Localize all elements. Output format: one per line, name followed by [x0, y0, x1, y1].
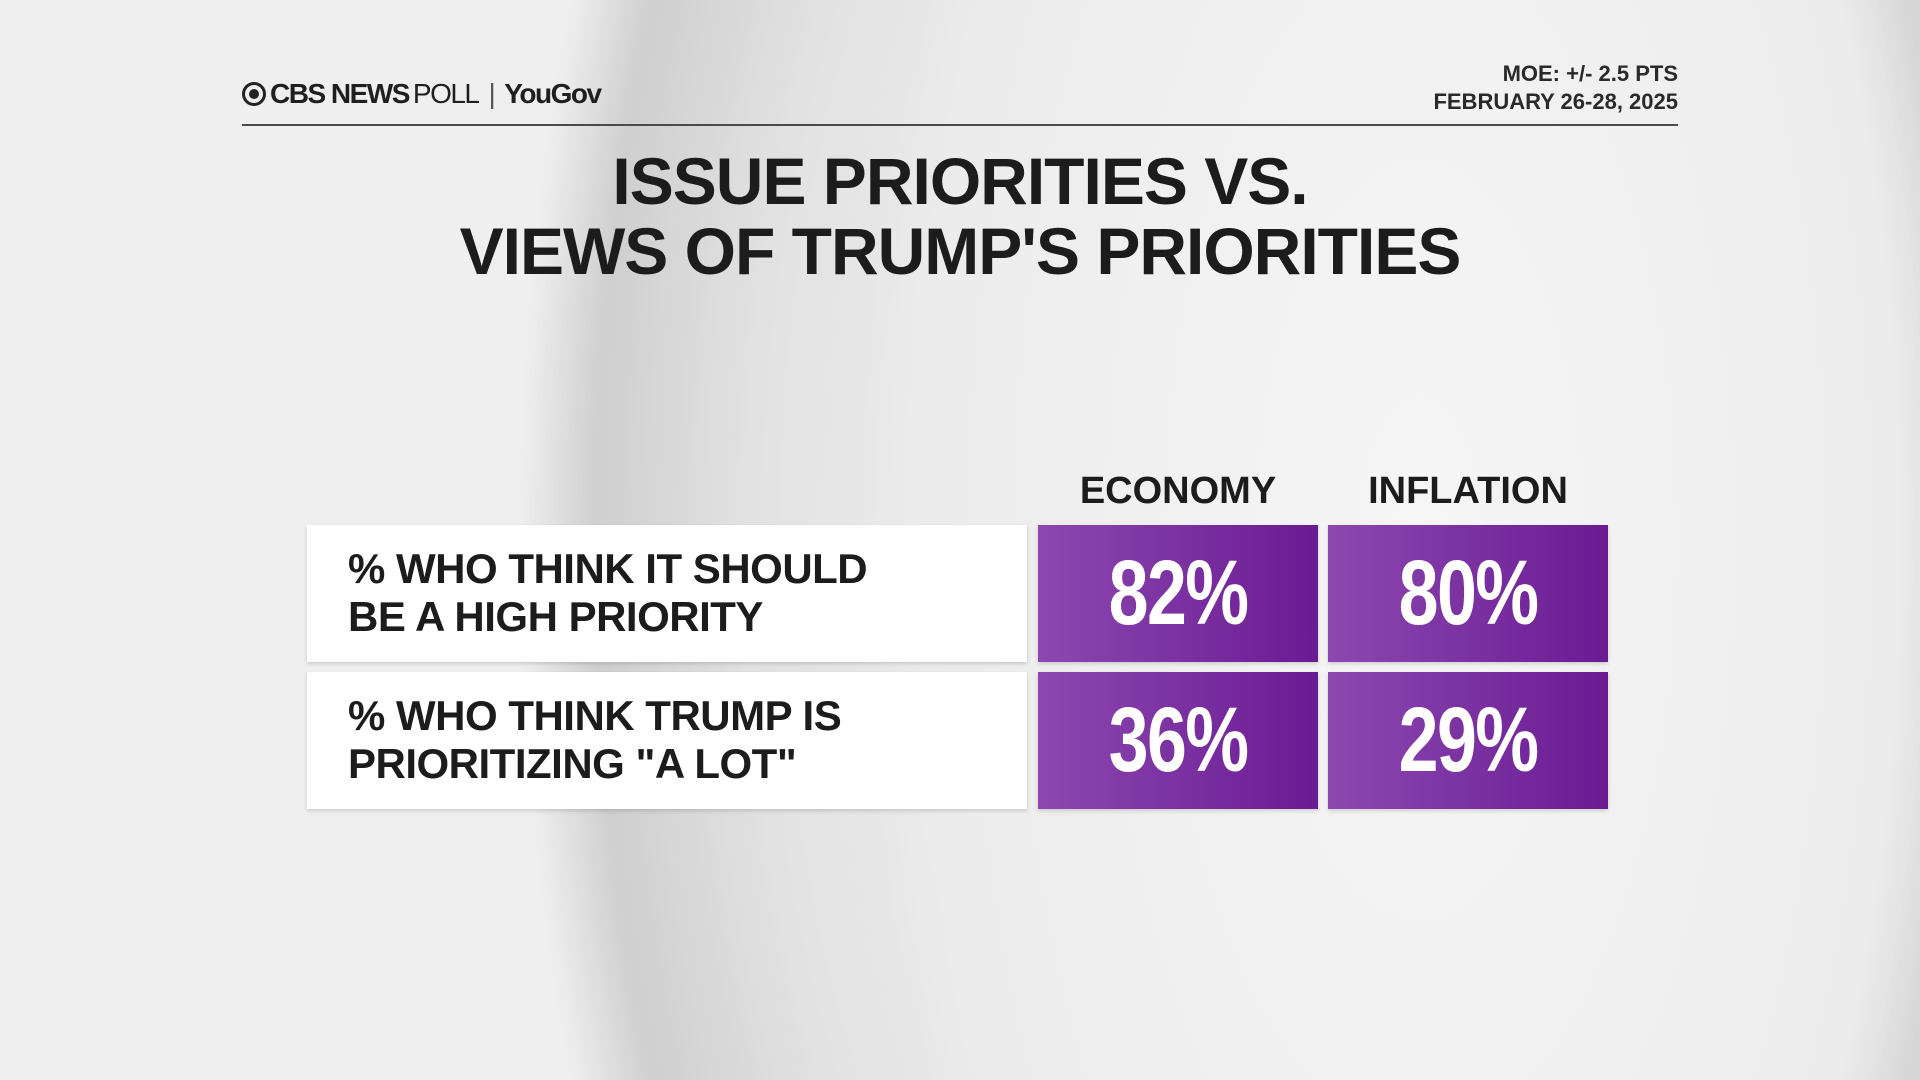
title-line-2: VIEWS OF TRUMP'S PRIORITIES [459, 214, 1462, 288]
partner-logo: YouGov [504, 78, 602, 109]
poll-meta: MOE: +/- 2.5 PTS FEBRUARY 26-28, 2025 [1433, 60, 1678, 116]
cell-economy-trump-prioritizing: 36% [1038, 672, 1318, 809]
header: CBS NEWS POLL | YouGov MOE: +/- 2.5 PTS … [242, 60, 1678, 126]
cell-inflation-high-priority: 80% [1328, 525, 1608, 662]
poll-dates: FEBRUARY 26-28, 2025 [1433, 89, 1678, 114]
value-label: 82% [1108, 542, 1250, 644]
row-label-line: % WHO THINK TRUMP IS [348, 692, 842, 739]
row-label-trump-prioritizing: % WHO THINK TRUMP IS PRIORITIZING "A LOT… [307, 672, 1027, 809]
margin-of-error: MOE: +/- 2.5 PTS [1502, 61, 1678, 86]
logo-divider: | [488, 78, 496, 109]
column-header-economy: ECONOMY [1079, 470, 1277, 512]
row-label-high-priority: % WHO THINK IT SHOULD BE A HIGH PRIORITY [307, 525, 1027, 662]
row-label-line: BE A HIGH PRIORITY [348, 593, 763, 640]
logo-poll: POLL [412, 78, 480, 109]
value-label: 80% [1398, 542, 1540, 644]
page-title: ISSUE PRIORITIES VS. VIEWS OF TRUMP'S PR… [0, 146, 1920, 286]
cbs-eye-icon [242, 82, 266, 106]
value-label: 36% [1108, 689, 1250, 791]
cell-inflation-trump-prioritizing: 29% [1328, 672, 1608, 809]
row-label-line: % WHO THINK IT SHOULD [348, 545, 868, 592]
cbs-yougov-logo: CBS NEWS POLL | YouGov [242, 78, 602, 110]
column-header-inflation: INFLATION [1368, 470, 1568, 512]
cell-economy-high-priority: 82% [1038, 525, 1318, 662]
row-label-line: PRIORITIZING "A LOT" [348, 740, 797, 787]
title-line-1: ISSUE PRIORITIES VS. [612, 144, 1308, 218]
value-label: 29% [1398, 689, 1540, 791]
logo-text: CBS NEWS [270, 78, 410, 109]
